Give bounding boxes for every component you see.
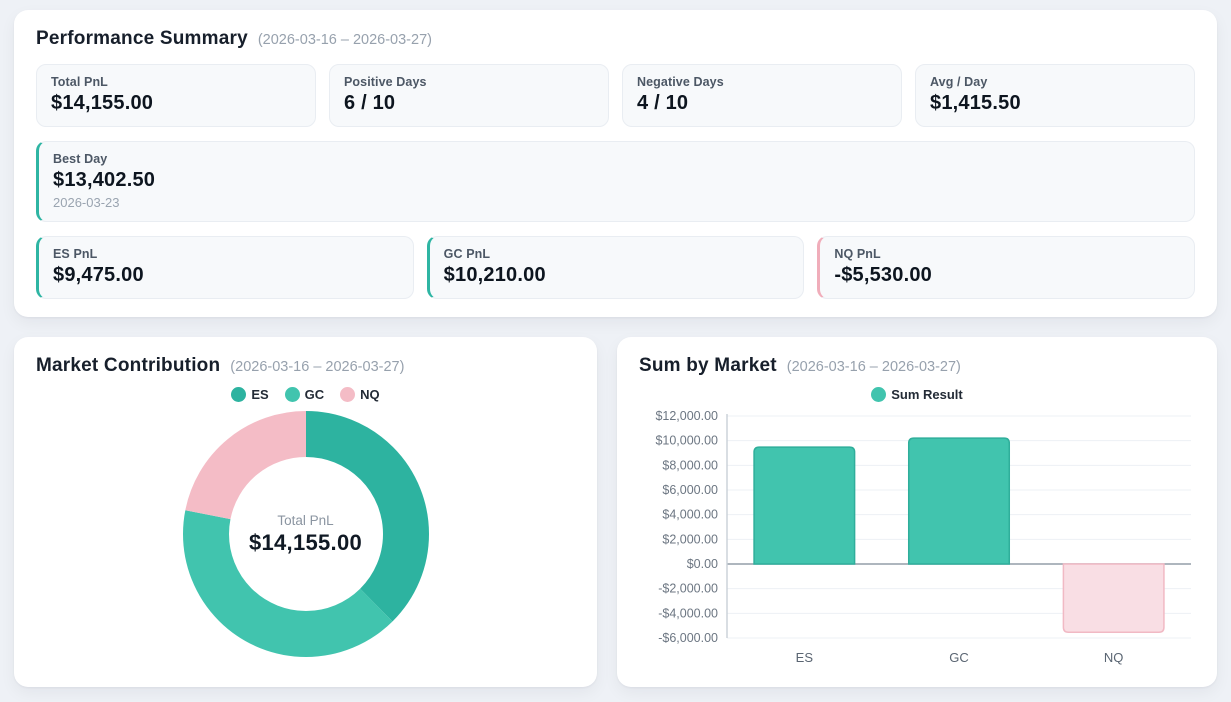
legend-item-es[interactable]: ES [231,387,269,402]
stat-total-pnl-label: Total PnL [51,75,108,89]
legend-item-nq[interactable]: NQ [340,387,380,402]
stat-positive-days-value: 6 / 10 [344,92,396,114]
es-pnl-label: ES PnL [53,247,98,261]
nq-pnl-label: NQ PnL [834,247,881,261]
y-tick-label: $2,000.00 [662,532,718,546]
x-tick-label-es: ES [796,650,814,665]
best-day-label: Best Day [53,152,108,166]
gc-pnl-card: GC PnL $10,210.00 [426,236,805,299]
es-pnl-value: $9,475.00 [53,264,144,286]
stat-negative-days-value: 4 / 10 [637,92,689,114]
performance-summary-header: Performance Summary (2026-03-16 – 2026-0… [36,28,1195,50]
best-day-date: 2026-03-23 [53,195,120,210]
market-pnl-card-row: ES PnL $9,475.00 GC PnL $10,210.00 NQ PnL -$5… [36,236,1196,299]
y-tick-label: $6,000.00 [662,483,718,497]
stat-avg-day-card: Avg / Day $1,415.50 [915,64,1195,127]
legend-dot [284,387,300,402]
stat-total-pnl-card: Total PnL $14,155.00 [36,64,316,127]
es-pnl-card: ES PnL $9,475.00 [36,236,414,299]
legend-label: GC [304,387,325,402]
gc-pnl-label: GC PnL [443,247,491,261]
market-contribution-panel: Market Contribution (2026-03-16 – 2026-0… [14,337,597,687]
stat-avg-day-label: Avg / Day [930,75,988,89]
bar-es[interactable] [753,446,856,565]
best-day-card: Best Day $13,402.50 2026-03-23 [36,141,1195,222]
stat-avg-day-value: $1,415.50 [930,92,1021,114]
gc-pnl-value: $10,210.00 [443,264,546,286]
stat-negative-days-label: Negative Days [637,75,724,89]
legend-item-gc[interactable]: GC [284,387,325,402]
bar-chart: $12,000.00 $10,000.00 $8,000.00 $6,000.00 $4… [639,408,1195,675]
market-contribution-date-range: (2026-03-16 – 2026-03-27) [230,359,405,375]
donut-legend: ES GC NQ [36,387,575,402]
y-tick-label: $8,000.00 [662,458,718,472]
bar-gc[interactable] [907,437,1011,565]
stat-card-row: Total PnL $14,155.00 Positive Days 6 / 10 Ne… [36,64,1195,127]
y-tick-label: $0.00 [687,557,718,571]
donut-segment-nq[interactable] [182,411,429,657]
x-tick-label-gc: GC [949,650,969,665]
stat-positive-days-card: Positive Days 6 / 10 [329,64,609,127]
sum-by-market-header: Sum by Market (2026-03-16 – 2026-03-27) [639,355,1195,377]
legend-dot [231,387,247,402]
sum-by-market-panel: Sum by Market (2026-03-16 – 2026-03-27) … [617,337,1217,687]
bar-nq[interactable] [1062,563,1165,633]
nq-pnl-value: -$5,530.00 [834,264,932,286]
y-tick-label: -$2,000.00 [658,582,718,596]
legend-label: Sum Result [891,387,963,402]
y-tick-label: -$4,000.00 [658,606,718,620]
market-contribution-title: Market Contribution [36,355,221,376]
performance-summary-panel: Performance Summary (2026-03-16 – 2026-0… [14,10,1217,317]
stat-negative-days-card: Negative Days 4 / 10 [622,64,902,127]
y-tick-label: $4,000.00 [662,508,718,522]
best-day-value: $13,402.50 [53,169,156,191]
charts-row: Market Contribution (2026-03-16 – 2026-0… [14,337,1217,687]
y-tick-label: $10,000.00 [655,434,718,448]
stat-total-pnl-value: $14,155.00 [51,92,154,114]
stat-positive-days-label: Positive Days [344,75,427,89]
bar-legend: Sum Result [639,387,1195,402]
legend-dot [340,387,356,402]
performance-summary-date-range: (2026-03-16 – 2026-03-27) [257,32,432,48]
y-tick-label: $12,000.00 [655,409,718,423]
donut-chart: Total PnL $14,155.00 [182,410,430,658]
x-tick-label-nq: NQ [1104,650,1124,665]
legend-label: ES [251,387,269,402]
market-contribution-header: Market Contribution (2026-03-16 – 2026-0… [36,355,575,377]
sum-by-market-date-range: (2026-03-16 – 2026-03-27) [786,359,961,375]
legend-label: NQ [360,387,380,402]
y-tick-label: -$6,000.00 [658,631,718,645]
performance-summary-title: Performance Summary [36,28,248,49]
donut-segment-gc[interactable] [182,411,429,657]
legend-item-sum-result[interactable]: Sum Result [871,387,963,402]
legend-dot [871,387,887,402]
nq-pnl-card: NQ PnL -$5,530.00 [817,236,1196,299]
sum-by-market-title: Sum by Market [639,355,777,376]
